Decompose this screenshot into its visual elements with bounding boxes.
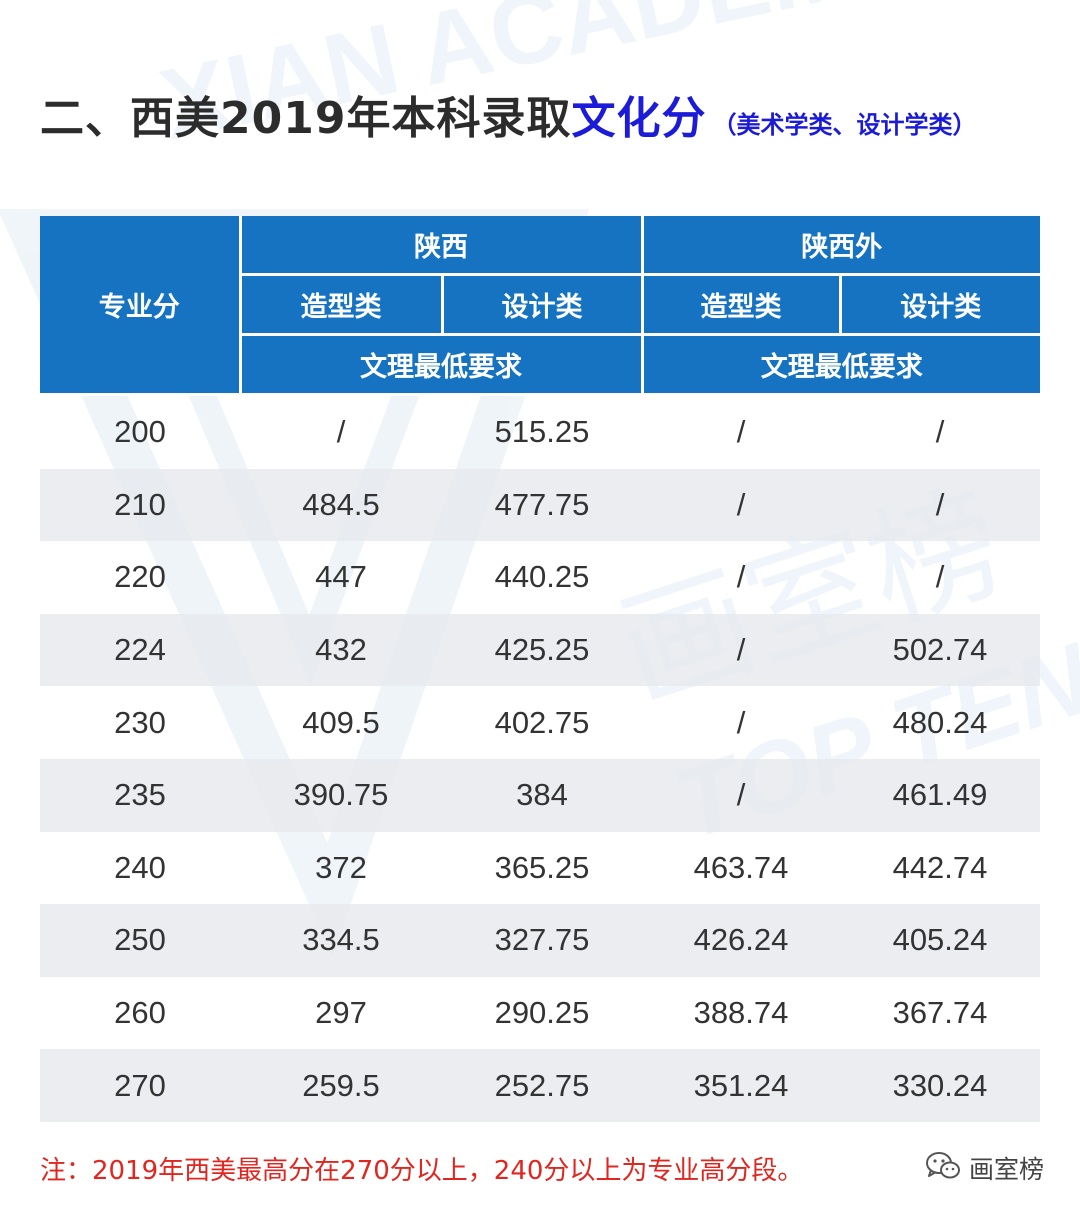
cell-outside-design: 442.74: [892, 849, 988, 885]
cell-major-score: 200: [114, 414, 166, 450]
cell-outside-modeling: /: [642, 613, 840, 687]
header-shaanxi-modeling: 造型类: [238, 273, 444, 336]
brand-label: 画室榜: [968, 1155, 1044, 1184]
cell-outside-design: 330.24: [840, 1049, 1040, 1122]
cell-shaanxi-modeling: 297: [315, 995, 367, 1031]
cell-outside-design: 405.24: [840, 904, 1040, 977]
table-row: 200 / 515.25 / /: [40, 395, 1040, 469]
table-row: 210 484.5 477.75//: [40, 468, 1040, 542]
table-body: 200/515.25//210 484.5 477.75//220 447 440.25…: [40, 395, 1040, 1122]
cell-outside-design: /: [935, 414, 945, 450]
cell-shaanxi-modeling: /: [336, 414, 346, 450]
title-subtitle: （美术学类、设计学类）: [712, 111, 977, 139]
header-major-score: 专业分: [40, 216, 242, 396]
header-shaanxi-requirement: 文理最低要求: [238, 333, 644, 396]
cell-outside-design: /: [935, 559, 945, 595]
cell-major-score: 224: [40, 613, 240, 687]
cell-shaanxi-design: 477.75: [442, 468, 642, 542]
cell-major-score: 210: [40, 468, 240, 542]
cell-shaanxi-modeling: 390.75: [240, 758, 442, 832]
table-row: 240 372 365.25 463.74 442.74: [40, 832, 1040, 905]
cell-outside-modeling: /: [736, 559, 746, 595]
wechat-icon: [925, 1151, 961, 1185]
cell-shaanxi-modeling: 447: [315, 559, 367, 595]
cell-outside-design: 502.74: [840, 613, 1040, 687]
cell-outside-design: 480.24: [892, 704, 988, 740]
cell-shaanxi-design: 252.75: [442, 1049, 642, 1122]
footnote: 注：2019年西美最高分在270分以上，240分以上为专业高分段。: [40, 1156, 804, 1186]
page-title: 二、西美2019年本科录取 文化分 （美术学类、设计学类）: [40, 82, 977, 144]
table-row: 260 297 290.25 388.74 367.74: [40, 977, 1040, 1050]
cell-major-score: 270: [40, 1049, 240, 1122]
header-outside-modeling: 造型类: [640, 273, 842, 336]
score-table: 专业分 陕西 陕西外 造型类 设计类 造型类 设计类 文理最低要求 文理最低要求…: [40, 216, 1040, 1122]
table-row: 250 334.5 327.75 426.24 405.24: [40, 904, 1040, 977]
header-region-shaanxi: 陕西: [238, 216, 644, 276]
cell-shaanxi-modeling: 432: [240, 613, 442, 687]
cell-major-score: 260: [114, 995, 166, 1031]
cell-shaanxi-design: 327.75: [442, 904, 642, 977]
cell-shaanxi-design: 402.75: [494, 704, 590, 740]
header-shaanxi-design: 设计类: [440, 273, 644, 336]
cell-shaanxi-design: 384: [442, 758, 642, 832]
cell-outside-modeling: 463.74: [693, 849, 789, 885]
brand-signature: 画室榜: [925, 1150, 1044, 1186]
table-header: 专业分 陕西 陕西外 造型类 设计类 造型类 设计类 文理最低要求 文理最低要求: [40, 216, 1040, 396]
cell-outside-modeling: 388.74: [693, 995, 789, 1031]
header-outside-requirement: 文理最低要求: [640, 333, 1040, 396]
cell-outside-modeling: /: [736, 414, 746, 450]
cell-outside-modeling: /: [642, 758, 840, 832]
cell-shaanxi-modeling: 334.5: [240, 904, 442, 977]
table-row: 270 259.5 252.75 351.24 330.24: [40, 1049, 1040, 1122]
cell-shaanxi-design: 425.25: [442, 613, 642, 687]
cell-major-score: 230: [114, 704, 166, 740]
title-highlight: 文化分: [571, 93, 707, 144]
cell-outside-design: /: [840, 468, 1040, 542]
cell-major-score: 235: [40, 758, 240, 832]
cell-shaanxi-modeling: 409.5: [302, 704, 380, 740]
cell-outside-modeling: /: [642, 468, 840, 542]
header-outside-design: 设计类: [838, 273, 1040, 336]
cell-shaanxi-modeling: 484.5: [240, 468, 442, 542]
cell-shaanxi-design: 440.25: [494, 559, 590, 595]
cell-shaanxi-modeling: 372: [315, 849, 367, 885]
cell-outside-design: 461.49: [840, 758, 1040, 832]
cell-outside-modeling: 351.24: [642, 1049, 840, 1122]
cell-shaanxi-design: 290.25: [494, 995, 590, 1031]
header-region-outside: 陕西外: [640, 216, 1040, 276]
cell-shaanxi-modeling: 259.5: [240, 1049, 442, 1122]
cell-major-score: 240: [114, 849, 166, 885]
cell-outside-modeling: /: [736, 704, 746, 740]
table-row: 220 447 440.25 / /: [40, 541, 1040, 614]
cell-outside-modeling: 426.24: [642, 904, 840, 977]
table-row: 224 432 425.25/502.74: [40, 613, 1040, 687]
title-main: 二、西美2019年本科录取: [40, 93, 572, 144]
cell-shaanxi-design: 515.25: [494, 414, 590, 450]
table-row: 230 409.5 402.75 / 480.24: [40, 686, 1040, 759]
cell-outside-design: 367.74: [892, 995, 988, 1031]
cell-major-score: 250: [40, 904, 240, 977]
cell-major-score: 220: [114, 559, 166, 595]
cell-shaanxi-design: 365.25: [494, 849, 590, 885]
table-row: 235 390.75 384/461.49: [40, 758, 1040, 832]
